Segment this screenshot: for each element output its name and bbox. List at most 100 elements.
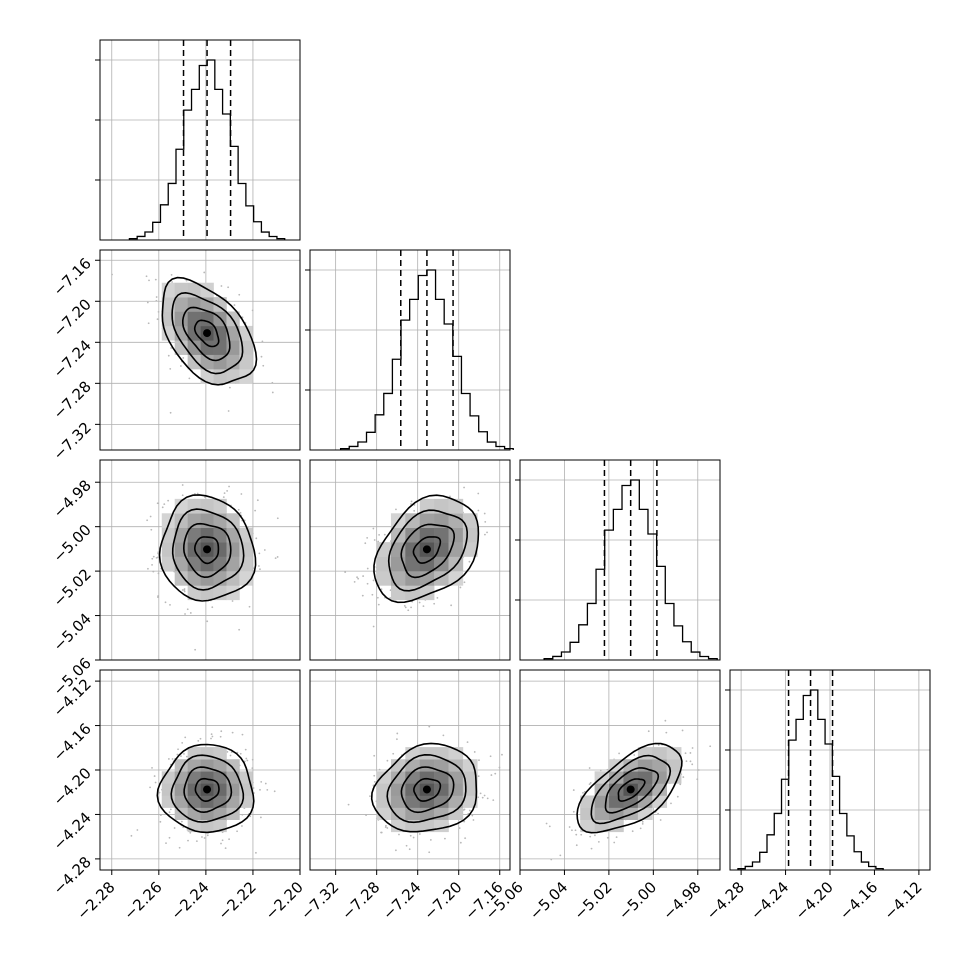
sample-point xyxy=(195,840,198,843)
sample-point xyxy=(489,755,492,758)
sample-point xyxy=(463,820,466,823)
sample-point xyxy=(492,799,495,802)
sample-point xyxy=(366,567,369,570)
sample-point xyxy=(239,511,242,514)
sample-point xyxy=(597,840,600,843)
sample-point xyxy=(684,752,687,755)
peak-marker xyxy=(626,785,635,794)
panel-3-0 xyxy=(99,669,301,871)
sample-point xyxy=(548,825,551,828)
sample-point xyxy=(201,836,203,838)
sample-point xyxy=(245,757,248,760)
panel-frame xyxy=(99,249,301,451)
sample-point xyxy=(197,740,200,742)
sample-point xyxy=(206,834,209,837)
sample-point xyxy=(572,789,575,791)
sample-point xyxy=(240,493,243,495)
sample-point xyxy=(145,275,148,278)
density-cell xyxy=(213,542,227,557)
density-cell xyxy=(213,297,227,312)
sample-point xyxy=(153,775,156,777)
density-cell xyxy=(609,783,624,796)
sample-point xyxy=(631,830,634,833)
sample-point xyxy=(670,802,672,805)
density-cell xyxy=(376,556,392,572)
scatter-layer xyxy=(344,486,510,628)
density-cell xyxy=(652,771,668,784)
y-tick-label: −7.32 xyxy=(50,418,95,463)
density-cell xyxy=(637,807,653,820)
sample-point xyxy=(252,567,255,570)
sample-point xyxy=(398,833,400,836)
contour-level-3 xyxy=(156,743,255,834)
sample-point xyxy=(252,787,255,789)
density-cell xyxy=(174,311,188,327)
density-cell xyxy=(434,795,449,808)
sample-point xyxy=(418,833,421,835)
sample-point xyxy=(590,847,593,850)
sample-point xyxy=(167,499,170,502)
density-cell xyxy=(161,556,176,572)
sample-point xyxy=(276,556,279,558)
density-cell xyxy=(174,795,188,808)
x-tick-label: −4.98 xyxy=(659,878,704,923)
panel-frame xyxy=(519,669,721,871)
density-cell xyxy=(174,282,188,298)
sample-point xyxy=(472,819,475,821)
sample-point xyxy=(196,492,199,495)
sample-point xyxy=(378,768,381,771)
sample-point xyxy=(276,517,279,520)
density-cell xyxy=(434,819,449,833)
y-tick-label: −4.98 xyxy=(50,476,95,521)
sample-point xyxy=(580,833,583,836)
density-cell xyxy=(609,771,624,784)
density-cell xyxy=(187,747,201,760)
sample-point xyxy=(606,768,609,771)
sample-point xyxy=(261,340,264,343)
density-cell xyxy=(213,747,227,760)
density-cell xyxy=(405,556,421,572)
sample-point xyxy=(657,744,660,746)
sample-point xyxy=(377,603,380,606)
sample-point xyxy=(366,582,369,585)
density-cell xyxy=(226,783,240,796)
sample-point xyxy=(186,608,189,611)
sample-point xyxy=(396,738,398,741)
density-cell xyxy=(174,513,188,528)
sample-point xyxy=(219,735,222,738)
sample-point xyxy=(409,834,412,837)
sample-point xyxy=(157,596,159,599)
sample-point xyxy=(177,748,179,751)
panel-3-1 xyxy=(309,669,511,871)
sample-point xyxy=(450,604,453,607)
contour-level-3 xyxy=(158,494,257,602)
sample-point xyxy=(559,854,562,857)
sample-point xyxy=(386,827,389,829)
density-cell xyxy=(462,527,478,543)
sample-point xyxy=(226,750,229,753)
peak-marker xyxy=(422,545,431,554)
sample-point xyxy=(226,490,229,492)
sample-point xyxy=(468,809,471,812)
sample-point xyxy=(386,759,389,762)
sample-point xyxy=(471,814,474,817)
density-cell xyxy=(448,570,464,586)
density-cell xyxy=(200,570,214,586)
sample-point xyxy=(463,808,466,811)
sample-point xyxy=(433,602,436,605)
sample-point xyxy=(689,760,692,763)
sample-point xyxy=(159,820,162,823)
density-cell xyxy=(390,807,406,820)
sample-point xyxy=(258,552,261,555)
x-tick-label: −5.04 xyxy=(526,878,571,923)
sample-point xyxy=(211,606,214,609)
density-cell xyxy=(419,819,435,833)
sample-point xyxy=(158,791,161,794)
sample-point xyxy=(257,565,260,567)
sample-point xyxy=(176,753,179,756)
hist-panel-1 xyxy=(305,249,514,451)
scatter-layer xyxy=(146,484,279,651)
x-tick-label: −2.22 xyxy=(215,878,260,923)
sample-point xyxy=(428,725,431,728)
sample-point xyxy=(220,730,223,733)
